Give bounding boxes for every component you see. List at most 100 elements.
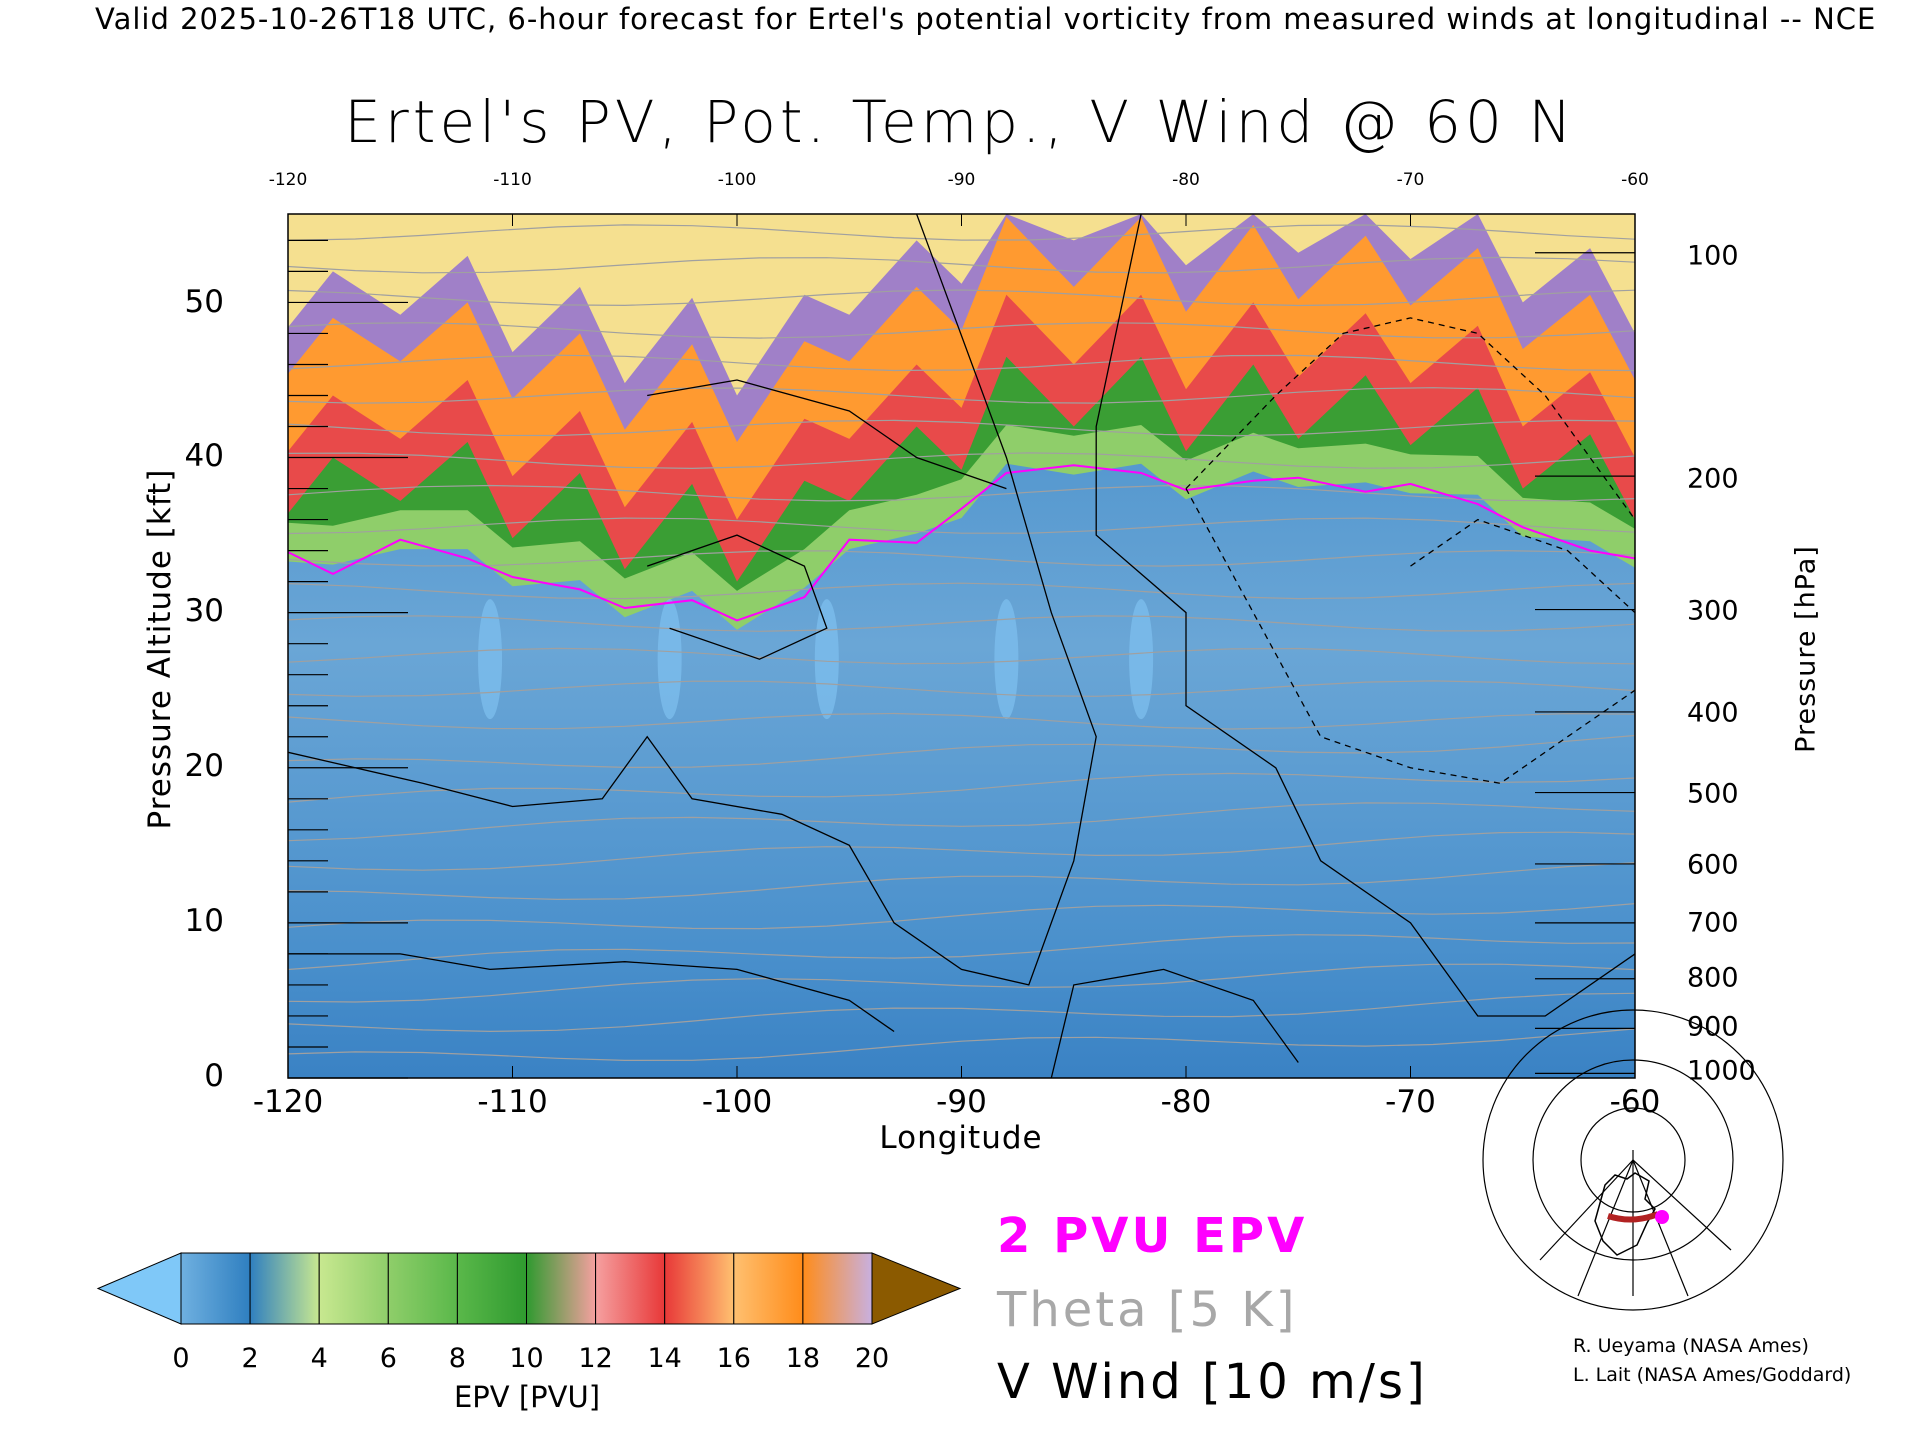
x-tick-label: -120 [252, 1084, 324, 1120]
colorbar-segment [733, 1252, 804, 1325]
colorbar-tick-label: 4 [310, 1343, 328, 1374]
theta-contour [288, 903, 1635, 930]
theta-contour [288, 992, 1635, 1033]
colorbar-segment [802, 1252, 873, 1325]
pv-2pvu-contour [288, 464, 1635, 622]
y-tick-label: 20 [184, 748, 224, 784]
colorbar-segment [318, 1252, 389, 1325]
theta-contour [288, 452, 1635, 470]
top-tick-label: -60 [1621, 170, 1649, 190]
colorbar-segment [249, 1252, 320, 1325]
top-tick-label: -120 [268, 170, 308, 190]
axis-ticks [287, 214, 1636, 1079]
top-tick-label: -90 [947, 170, 976, 190]
theta-contour [288, 862, 1635, 901]
top-tick-label: -100 [717, 170, 757, 190]
x-tick-label: -80 [1160, 1084, 1212, 1120]
low-pv-patch [478, 599, 503, 720]
wind-contour-negative [1185, 317, 1635, 520]
colorbar-tick-label: 14 [647, 1343, 682, 1374]
epv-band [288, 214, 1635, 396]
x-tick-label: -100 [701, 1084, 773, 1120]
forecast-subtitle: Valid 2025-10-26T18 UTC, 6-hour forecast… [95, 2, 1877, 36]
theta-contour [288, 831, 1635, 871]
theta-contour [288, 934, 1635, 971]
low-pv-patch [1129, 599, 1154, 720]
wind-contour [288, 953, 895, 1033]
theta-contour [288, 354, 1635, 372]
colorbar-segment [664, 1252, 735, 1325]
theta-contour [288, 484, 1635, 502]
pressure-tick-label: 500 [1687, 778, 1739, 810]
colorbar-label: EPV [PVU] [453, 1380, 601, 1414]
colorbar-tick-label: 16 [716, 1343, 751, 1374]
colorbar-segment [387, 1252, 458, 1325]
theta-contour [288, 712, 1635, 730]
wind-contour [1095, 214, 1635, 1017]
pressure-tick-label: 800 [1687, 962, 1739, 994]
low-pv-patch [814, 599, 839, 720]
colorbar-over-triangle [871, 1252, 962, 1325]
theta-contour [288, 582, 1635, 600]
low-pv-patch [994, 599, 1019, 720]
theta-contour [288, 322, 1635, 339]
pressure-tick-label: 400 [1687, 697, 1739, 729]
colorbar-tick-label: 8 [448, 1343, 466, 1374]
colorbar-tick-label: 2 [241, 1343, 259, 1374]
theta-contour [288, 419, 1635, 437]
colorbar-segment [456, 1252, 527, 1325]
wind-contour [647, 379, 1007, 490]
legend-wind: V Wind [10 m/s] [997, 1354, 1428, 1410]
theta-contour [288, 772, 1635, 803]
theta-contour [288, 647, 1635, 665]
colorbar-tick-label: 0 [172, 1343, 190, 1374]
y-tick-label: 10 [184, 903, 224, 939]
colorbar-tick-label: 18 [785, 1343, 821, 1374]
pressure-tick-label: 300 [1687, 595, 1739, 627]
theta-contour [288, 289, 1635, 307]
pressure-tick-label: 700 [1687, 907, 1739, 939]
wind-contour [1050, 968, 1299, 1078]
colorbar-under-triangle [96, 1252, 182, 1325]
theta-contour [288, 549, 1635, 567]
pressure-tick-label: 100 [1687, 240, 1739, 272]
epv-field [288, 214, 1635, 1078]
theta-contour [288, 615, 1635, 632]
theta-contour [288, 802, 1635, 842]
credit-line: L. Lait (NASA Ames/Goddard) [1573, 1364, 1852, 1386]
colorbar-tick-label: 6 [379, 1343, 397, 1374]
x-tick-label: -70 [1385, 1084, 1436, 1120]
theta-contour [288, 680, 1635, 697]
wind-contour-negative [1410, 518, 1635, 614]
y-tick-label: 30 [184, 593, 224, 629]
pressure-tick-label: 200 [1687, 463, 1739, 495]
x-axis-label: Longitude [879, 1120, 1043, 1156]
y-tick-label: 40 [184, 438, 224, 474]
wind-contour-negative [1185, 488, 1635, 784]
right-axis-label: Pressure [hPa] [1790, 545, 1822, 753]
y-tick-label: 0 [204, 1058, 224, 1094]
colorbar-tick-label: 10 [509, 1343, 544, 1374]
colorbar-tick-label: 20 [854, 1343, 890, 1374]
chart-title: Ertel's PV, Pot. Temp., V Wind @ 60 N [344, 88, 1576, 156]
legend-theta: Theta [5 K] [997, 1282, 1298, 1338]
top-tick-label: -70 [1396, 170, 1425, 190]
colorbar-segment [526, 1252, 597, 1325]
colorbar-tick-label: 12 [578, 1343, 613, 1374]
theta-contour [288, 256, 1635, 274]
theta-contour [288, 517, 1635, 535]
colorbar [96, 1252, 962, 1325]
contours [288, 214, 1635, 1078]
theta-contour [288, 1028, 1635, 1062]
theta-contour [288, 224, 1635, 241]
theta-contour [288, 963, 1635, 1003]
x-tick-label: -110 [477, 1084, 548, 1120]
legend-pv: 2 PVU EPV [997, 1208, 1308, 1264]
locator-map [1482, 1009, 1784, 1311]
top-tick-label: -80 [1172, 170, 1200, 190]
pressure-tick-label: 1000 [1687, 1055, 1756, 1087]
pressure-tick-label: 900 [1687, 1011, 1739, 1043]
colorbar-segment [595, 1252, 666, 1325]
low-pv-patch [657, 599, 682, 720]
